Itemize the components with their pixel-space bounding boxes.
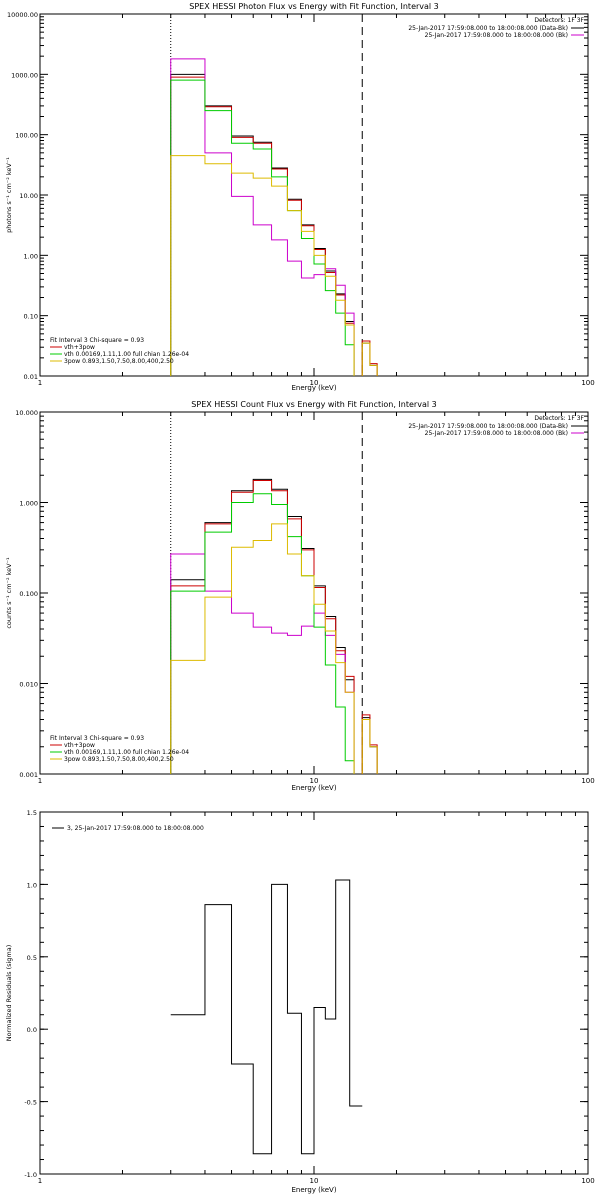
y-axis-label: Normalized Residuals (sigma) xyxy=(5,945,13,1042)
y-tick-label: -1.0 xyxy=(24,1171,37,1179)
y-tick-label: 10.000 xyxy=(15,409,38,417)
legend-fit-entry: vth+3pow xyxy=(64,742,95,749)
chart-panel-2: SPEX HESSI Count Flux vs Energy with Fit… xyxy=(5,400,595,792)
x-tick-label: 10 xyxy=(310,379,319,387)
x-tick-label: 100 xyxy=(581,379,594,387)
legend-top-entry: 25-Jan-2017 17:59:08.000 to 18:00:08.000… xyxy=(425,32,568,39)
x-tick-label: 1 xyxy=(38,777,42,785)
legend-residual-entry: 3, 25-Jan-2017 17:59:08.000 to 18:00:08.… xyxy=(67,825,204,832)
series-2-histogram xyxy=(170,480,378,774)
series-1-histogram xyxy=(170,879,363,1155)
legend-detectors: Detectors: 1F 3F xyxy=(534,415,584,422)
y-tick-label: -0.5 xyxy=(24,1099,37,1107)
legend-fit-entry: vth 0.00169,1.11,1.00 full chian 1.26e-0… xyxy=(64,351,189,358)
y-tick-label: 10000.00 xyxy=(7,11,38,19)
legend-top-entry: 25-Jan-2017 17:59:08.000 to 18:00:08.000… xyxy=(408,423,568,430)
legend-fit-entry: 3pow 0.893,1.50,7.50,8.00,400,2.50 xyxy=(64,358,174,365)
x-tick-label: 100 xyxy=(581,1177,594,1185)
chart-title: SPEX HESSI Count Flux vs Energy with Fit… xyxy=(191,400,436,409)
x-tick-label: 1 xyxy=(38,1177,42,1185)
y-tick-label: 0.01 xyxy=(24,373,38,381)
plot-frame xyxy=(39,13,589,377)
y-tick-label: 1.5 xyxy=(27,809,37,817)
y-tick-label: 10.00 xyxy=(19,192,38,200)
legend-top-entry: 25-Jan-2017 17:59:08.000 to 18:00:08.000… xyxy=(425,430,568,437)
series-3-histogram xyxy=(170,553,355,774)
y-tick-label: 0.100 xyxy=(19,590,38,598)
x-tick-label: 10 xyxy=(310,1177,319,1185)
legend-fit-header: Fit Interval 3 Chi-square = 0.93 xyxy=(50,337,144,344)
y-tick-label: 0.5 xyxy=(27,954,37,962)
x-tick-label: 10 xyxy=(310,777,319,785)
series-1-histogram xyxy=(170,73,378,376)
series-2-histogram xyxy=(170,76,378,376)
series-5-histogram xyxy=(170,155,378,376)
legend-fit-header: Fit Interval 3 Chi-square = 0.93 xyxy=(50,735,144,742)
series-4-histogram xyxy=(170,493,355,774)
y-tick-label: 1.0 xyxy=(27,881,37,889)
x-axis-label: Energy (keV) xyxy=(291,1186,336,1194)
y-tick-label: 1.000 xyxy=(19,500,38,508)
chart-panel-1: SPEX HESSI Photon Flux vs Energy with Fi… xyxy=(5,2,595,392)
legend-fit-entry: vth+3pow xyxy=(64,344,95,351)
legend-top-entry: 25-Jan-2017 17:59:08.000 to 18:00:08.000… xyxy=(408,25,568,32)
y-tick-label: 0.010 xyxy=(19,681,38,689)
series-5-histogram xyxy=(170,523,378,774)
y-tick-label: 0.10 xyxy=(24,313,38,321)
y-tick-label: 100.00 xyxy=(15,132,38,140)
y-tick-label: 1000.00 xyxy=(11,71,38,79)
y-axis-label: counts s⁻¹ cm⁻² keV⁻¹ xyxy=(5,557,13,629)
y-tick-label: 0.0 xyxy=(27,1026,37,1034)
y-axis-label: photons s⁻¹ cm⁻² keV⁻¹ xyxy=(5,157,13,233)
legend-detectors: Detectors: 1F 3F xyxy=(534,17,584,24)
y-tick-label: 1.00 xyxy=(24,252,38,260)
chart-title: SPEX HESSI Photon Flux vs Energy with Fi… xyxy=(189,2,439,11)
x-tick-label: 100 xyxy=(581,777,594,785)
x-axis-label: Energy (keV) xyxy=(291,784,336,792)
legend-fit-entry: 3pow 0.893,1.50,7.50,8.00,400,2.50 xyxy=(64,756,174,763)
legend-fit-entry: vth 0.00169,1.11,1.00 full chian 1.26e-0… xyxy=(64,749,189,756)
x-axis-label: Energy (keV) xyxy=(291,384,336,392)
y-tick-label: 0.001 xyxy=(19,771,38,779)
series-3-histogram xyxy=(170,58,355,376)
x-tick-label: 1 xyxy=(38,379,42,387)
chart-panel-3: 1 10 100 -1.0 -0.5 0.0 0.5 1.0 1.5 Energy (keV) No… xyxy=(5,809,595,1194)
series-4-histogram xyxy=(170,79,355,376)
